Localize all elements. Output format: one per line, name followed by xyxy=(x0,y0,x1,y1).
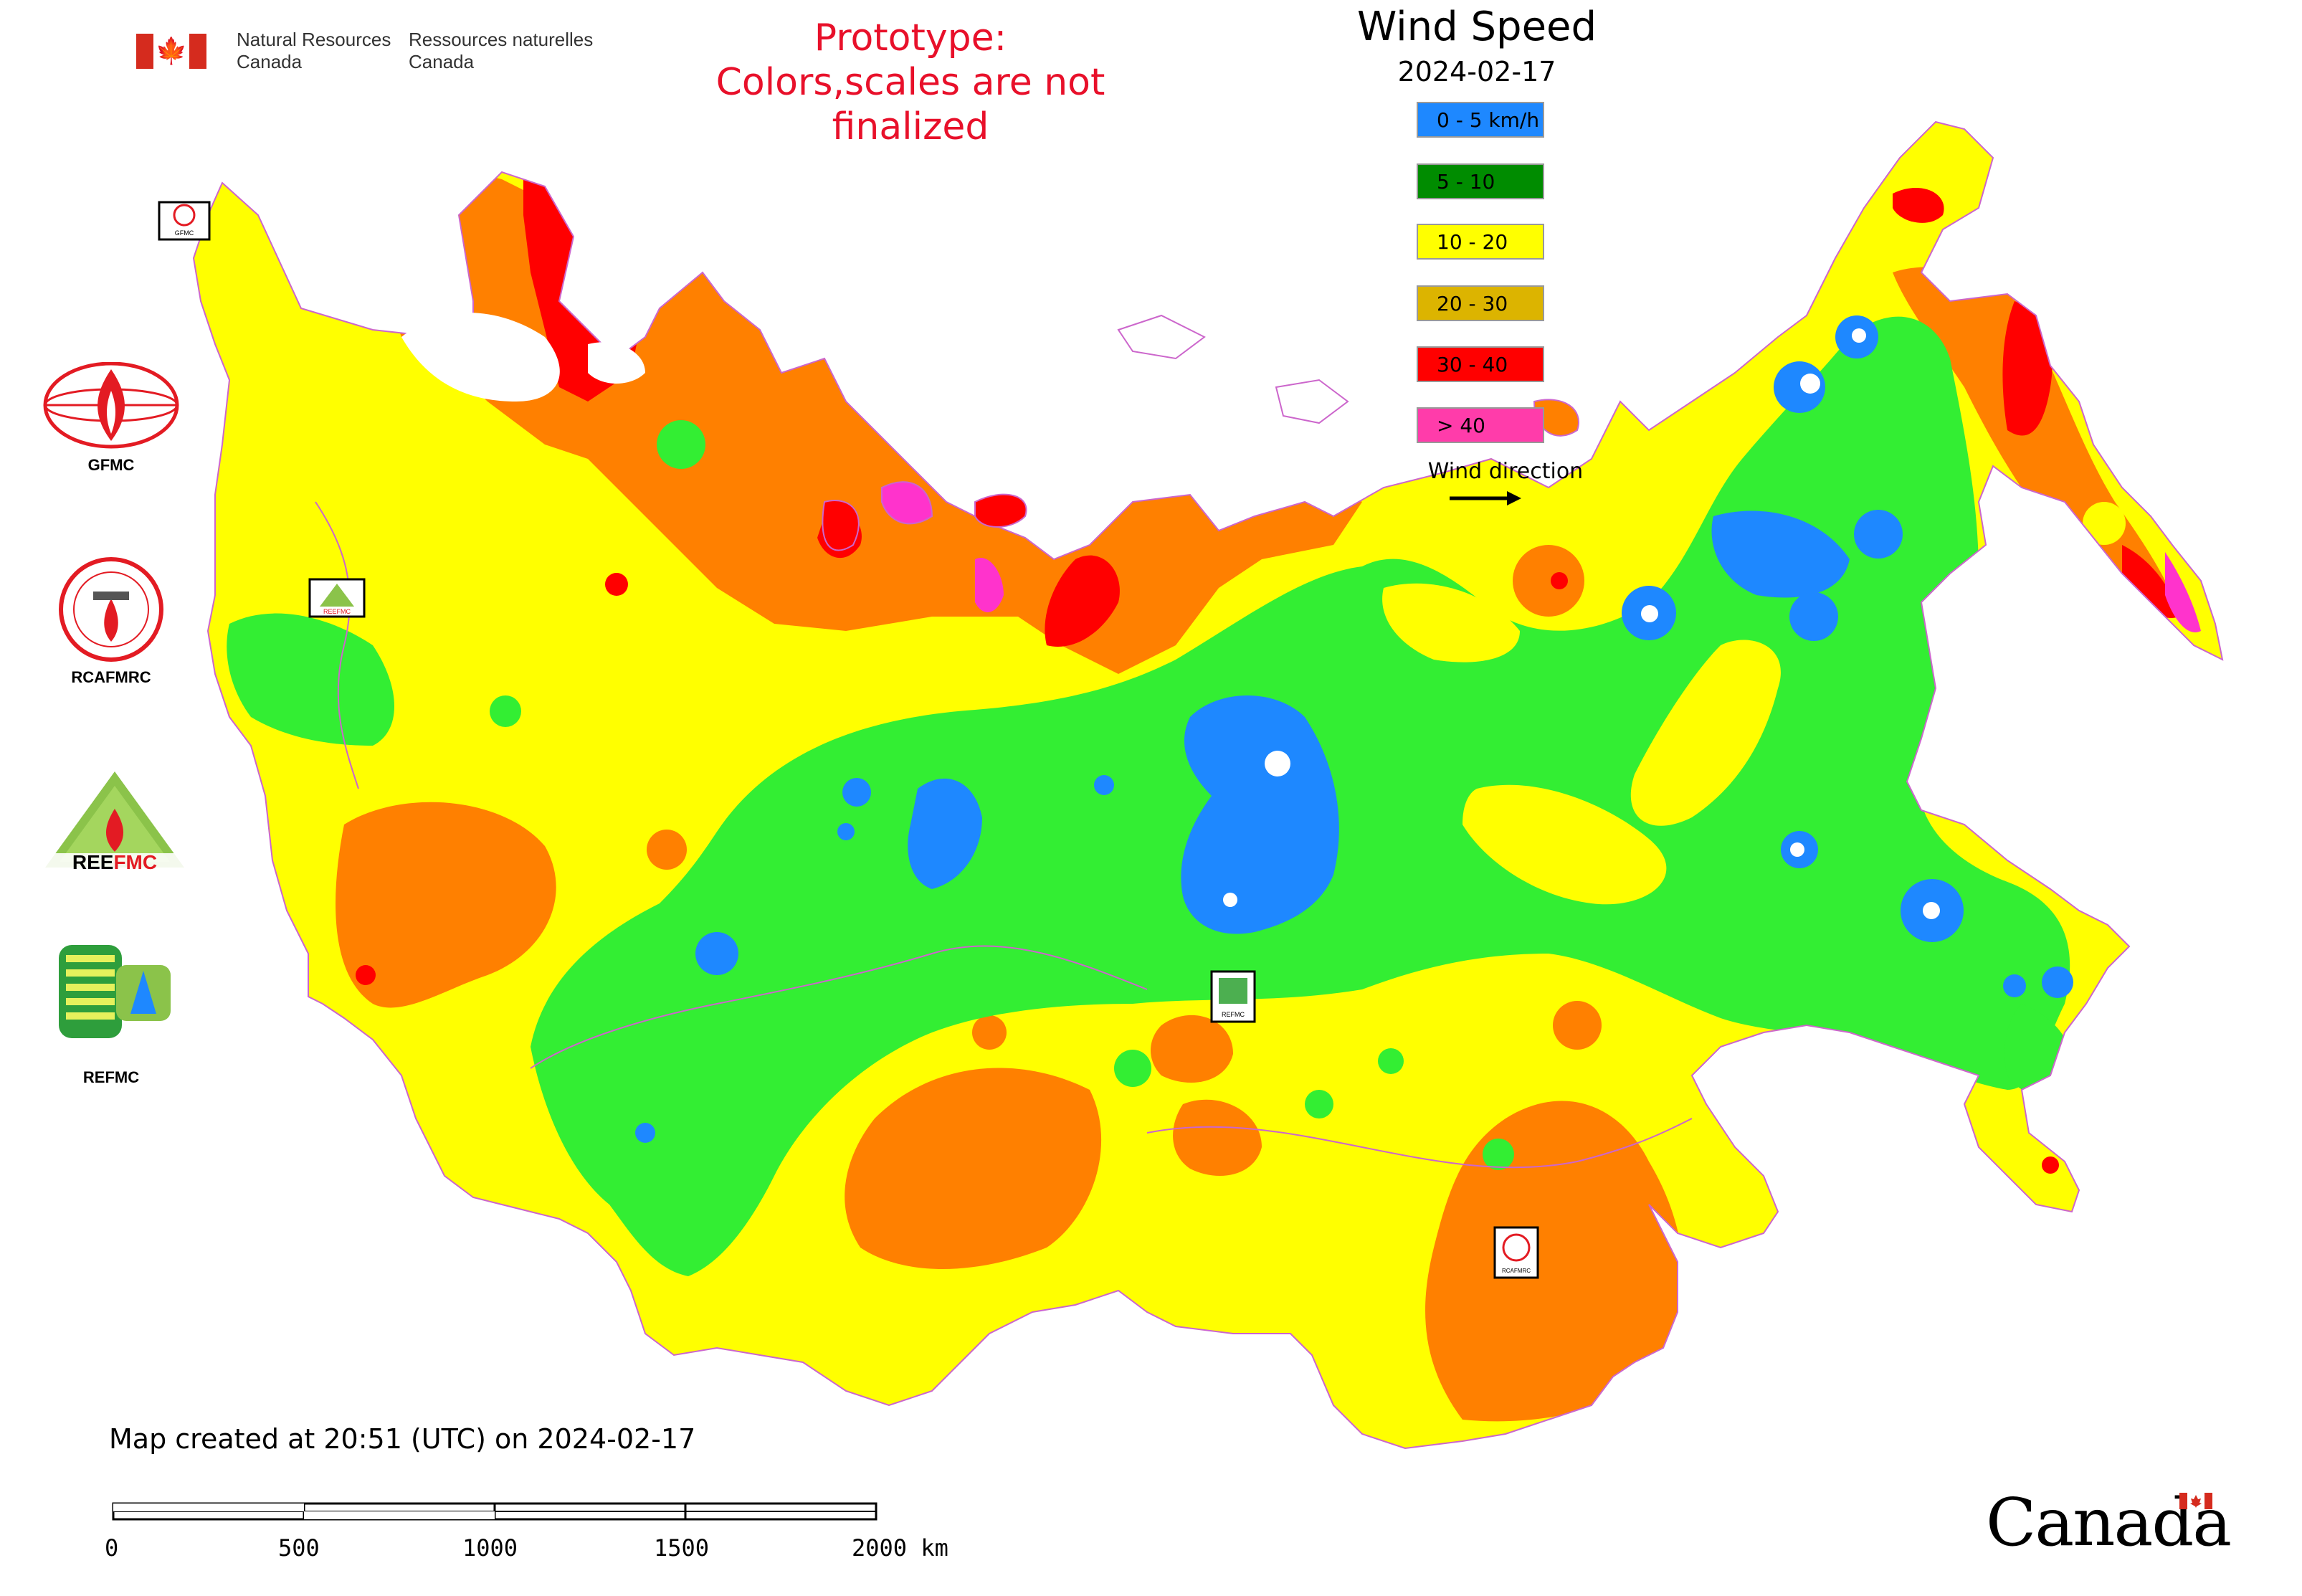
canada-wordmark-flag-icon xyxy=(2179,1493,2212,1509)
gov-fr-line2: Canada xyxy=(409,51,475,72)
refmc-sigma-icon xyxy=(59,945,171,1038)
rcafmrc-logo xyxy=(57,556,165,663)
wind-direction-arrow-icon xyxy=(1450,491,1521,505)
canada-wordmark: Canada xyxy=(1986,1484,2232,1561)
marker-gfmc[interactable]: GFMC xyxy=(158,201,211,241)
marker-refmc[interactable]: REFMC xyxy=(1210,970,1256,1023)
rcafmrc-seal-icon xyxy=(59,557,163,662)
gov-fr-line1: Ressources naturelles xyxy=(409,29,594,50)
scale-label-2000: 2000 km xyxy=(852,1534,948,1562)
gov-en-line1: Natural Resources xyxy=(237,29,391,50)
gfmc-label: GFMC xyxy=(87,456,135,474)
scale-label-500: 500 xyxy=(278,1534,320,1562)
legend-item-20-30: 20 - 30 xyxy=(1417,285,1544,321)
scale-label-1000: 1000 xyxy=(462,1534,518,1562)
legend-title: Wind Speed xyxy=(1356,4,1597,50)
gfmc-flame-globe-icon xyxy=(43,361,179,449)
prototype-line2: Colors,scales are not finalized xyxy=(715,61,1105,148)
rcafmrc-label: RCAFMRC xyxy=(71,668,151,686)
gov-name-french: Ressources naturelles Canada xyxy=(409,29,624,73)
scale-bar xyxy=(112,1502,877,1521)
prototype-line1: Prototype: xyxy=(814,16,1007,60)
gov-en-line2: Canada xyxy=(237,51,303,72)
refmc-logo xyxy=(59,945,173,1038)
svg-text:REFMC: REFMC xyxy=(1222,1011,1245,1018)
prototype-notice: Prototype: Colors,scales are not finaliz… xyxy=(645,16,1176,149)
legend-item-5-10: 5 - 10 xyxy=(1417,163,1544,199)
canada-flag-icon: 🍁 xyxy=(136,33,206,69)
reefmc-triangle-icon: REEFMC xyxy=(42,771,186,873)
svg-text:REEFMC: REEFMC xyxy=(323,608,351,615)
legend-item-over-40: > 40 xyxy=(1417,407,1544,443)
gfmc-logo xyxy=(39,361,183,455)
legend-date: 2024-02-17 xyxy=(1397,56,1556,87)
marker-rcafmrc[interactable]: RCAFMRC xyxy=(1493,1226,1539,1279)
legend-item-10-20: 10 - 20 xyxy=(1417,224,1544,260)
gov-name-english: Natural Resources Canada xyxy=(237,29,409,73)
legend-item-0-5: 0 - 5 km/h xyxy=(1417,102,1544,138)
svg-text:RCAFMRC: RCAFMRC xyxy=(1502,1268,1531,1274)
map-created-timestamp: Map created at 20:51 (UTC) on 2024-02-17 xyxy=(109,1423,696,1455)
wind-direction-label: Wind direction xyxy=(1427,459,1584,484)
government-signature: 🍁 Natural Resources Canada Ressources na… xyxy=(136,29,624,73)
refmc-label: REFMC xyxy=(82,1068,140,1086)
svg-text:GFMC: GFMC xyxy=(175,229,194,237)
scale-label-0: 0 xyxy=(105,1534,119,1562)
svg-text:REEFMC: REEFMC xyxy=(72,851,157,873)
scale-label-1500: 1500 xyxy=(654,1534,710,1562)
marker-reefmc[interactable]: REEFMC xyxy=(308,578,366,618)
reefmc-logo: REEFMC xyxy=(39,767,190,875)
legend-item-30-40: 30 - 40 xyxy=(1417,346,1544,382)
